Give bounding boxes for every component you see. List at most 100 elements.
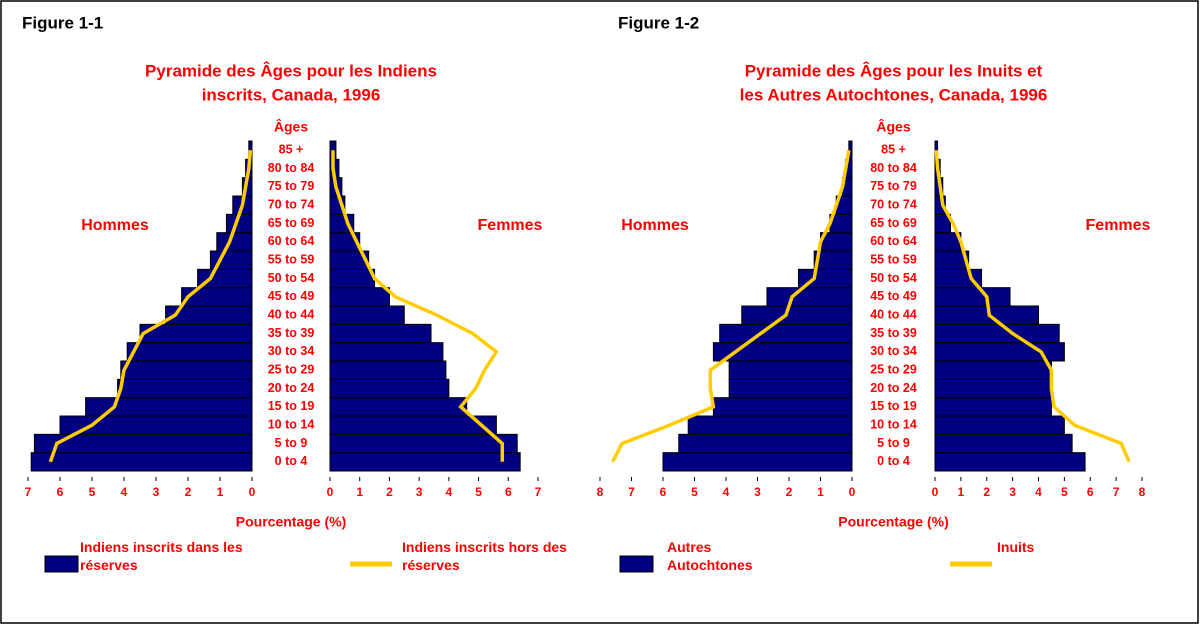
bar (687, 415, 853, 435)
bar (678, 433, 853, 454)
age-label: 65 to 69 (268, 216, 315, 230)
age-label: 20 to 24 (268, 381, 315, 395)
age-label: 15 to 19 (870, 399, 917, 413)
age-label: 65 to 69 (870, 216, 917, 230)
left-label: Hommes (621, 217, 689, 234)
age-label: 30 to 34 (870, 344, 917, 358)
bar (117, 378, 253, 399)
age-label: 40 to 44 (268, 307, 315, 321)
bar (329, 360, 447, 380)
bar (934, 433, 1073, 454)
x-tick-label: 6 (660, 485, 667, 499)
age-label: 60 to 64 (268, 234, 315, 248)
x-tick-label: 3 (153, 485, 160, 499)
bar (216, 232, 253, 252)
x-axis-title: Pourcentage (%) (236, 514, 346, 530)
x-tick-label: 1 (217, 485, 224, 499)
x-tick-label: 7 (628, 485, 635, 499)
bar (741, 305, 853, 325)
x-tick-label: 2 (386, 485, 393, 499)
x-tick-label: 0 (249, 485, 256, 499)
bar (728, 360, 853, 380)
x-tick-label: 5 (1061, 485, 1068, 499)
bar (662, 452, 853, 472)
x-tick-label: 5 (475, 485, 482, 499)
line (611, 149, 851, 463)
legend-label: Inuits (997, 539, 1035, 555)
bar (934, 452, 1086, 472)
bar (197, 268, 253, 289)
bar (934, 378, 1052, 399)
age-label: 80 to 84 (268, 161, 315, 175)
age-label: 35 to 39 (268, 326, 315, 340)
bar (126, 342, 253, 362)
x-tick-label: 2 (185, 485, 192, 499)
x-tick-label: 3 (416, 485, 423, 499)
right-label: Femmes (478, 217, 543, 234)
age-label: 20 to 24 (870, 381, 917, 395)
x-tick-label: 6 (57, 485, 64, 499)
age-label: 45 to 49 (268, 289, 315, 303)
x-tick-label: 0 (932, 485, 939, 499)
bar (719, 323, 853, 344)
legend-swatch (44, 555, 79, 573)
bar (181, 287, 253, 307)
bar (329, 323, 432, 344)
age-label: 30 to 34 (268, 344, 315, 358)
x-tick-label: 1 (817, 485, 824, 499)
age-label: 55 to 59 (268, 252, 315, 266)
age-label: 10 to 14 (268, 417, 315, 431)
age-label: 60 to 64 (870, 234, 917, 248)
x-axis-title: Pourcentage (%) (838, 514, 948, 530)
bar (712, 397, 853, 417)
age-label: 15 to 19 (268, 399, 315, 413)
x-tick-label: 4 (1035, 485, 1042, 499)
bar (30, 452, 253, 472)
x-tick-label: 4 (446, 485, 453, 499)
figure-label: Figure 1-1 (22, 13, 103, 32)
bar (934, 323, 1060, 344)
line (331, 150, 505, 462)
chart-title: inscrits, Canada, 1996 (202, 85, 381, 104)
legend-label: Autres Autochtones (667, 539, 753, 573)
bar (934, 397, 1052, 417)
x-tick-label: 7 (1113, 485, 1120, 499)
chart-title: les Autres Autochtones, Canada, 1996 (740, 85, 1048, 104)
bar (329, 268, 376, 289)
x-tick-label: 0 (849, 485, 856, 499)
bar (85, 397, 253, 417)
bar (120, 360, 253, 380)
x-tick-label: 0 (327, 485, 334, 499)
age-label: 10 to 14 (870, 417, 917, 431)
x-tick-label: 1 (958, 485, 965, 499)
legend-swatch (619, 555, 654, 573)
x-tick-label: 8 (597, 485, 604, 499)
x-tick-label: 6 (1087, 485, 1094, 499)
age-label: 25 to 29 (870, 362, 917, 376)
legend-label-box: Indiens inscrits dans les réserves (80, 539, 243, 573)
age-label: 5 to 9 (877, 436, 910, 450)
bar (934, 360, 1052, 380)
age-label: 45 to 49 (870, 289, 917, 303)
left-label: Hommes (81, 217, 149, 234)
bar (329, 305, 405, 325)
x-tick-label: 5 (89, 485, 96, 499)
x-tick-label: 8 (1139, 485, 1146, 499)
age-label: 75 to 79 (268, 179, 315, 193)
age-label: 70 to 74 (268, 197, 315, 211)
chart-title: Pyramide des Âges pour les Indiens (145, 61, 437, 80)
x-tick-label: 5 (691, 485, 698, 499)
bar (329, 397, 468, 417)
bar (728, 378, 853, 399)
age-label: 0 to 4 (877, 454, 910, 468)
age-label: 75 to 79 (870, 179, 917, 193)
figure-label: Figure 1-2 (618, 13, 699, 32)
age-label: 5 to 9 (275, 436, 308, 450)
age-label: 70 to 74 (870, 197, 917, 211)
age-label: 85 + (279, 142, 304, 156)
bar (329, 342, 444, 362)
age-label: 35 to 39 (870, 326, 917, 340)
line (48, 150, 253, 463)
age-label: 55 to 59 (870, 252, 917, 266)
